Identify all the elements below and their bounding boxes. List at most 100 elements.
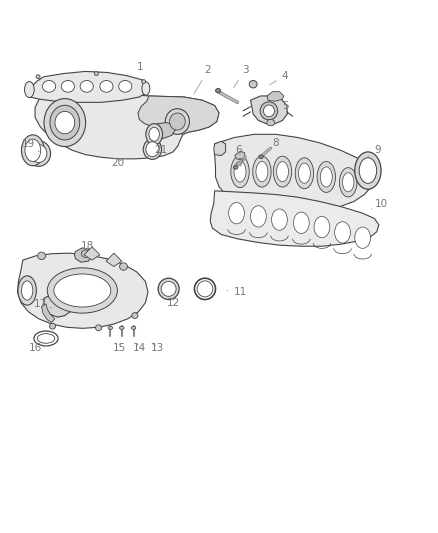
Polygon shape: [18, 253, 148, 328]
Text: 6: 6: [235, 146, 242, 155]
Text: 18: 18: [81, 241, 94, 251]
Text: 19: 19: [22, 139, 39, 152]
Ellipse shape: [100, 80, 113, 92]
Ellipse shape: [229, 203, 244, 224]
Ellipse shape: [119, 80, 132, 92]
Ellipse shape: [259, 155, 263, 159]
Ellipse shape: [166, 109, 189, 134]
Text: 3: 3: [234, 66, 249, 87]
Ellipse shape: [263, 105, 274, 117]
Ellipse shape: [320, 167, 332, 187]
Text: 14: 14: [133, 343, 146, 352]
Text: 9: 9: [368, 146, 381, 157]
Polygon shape: [210, 191, 379, 246]
Ellipse shape: [94, 72, 98, 76]
Ellipse shape: [50, 106, 80, 140]
Ellipse shape: [44, 99, 86, 147]
Text: 10: 10: [371, 199, 388, 209]
Ellipse shape: [95, 325, 102, 330]
Polygon shape: [74, 248, 92, 262]
Ellipse shape: [231, 156, 249, 188]
Ellipse shape: [339, 167, 357, 197]
Ellipse shape: [293, 212, 309, 233]
Text: 2: 2: [194, 66, 212, 94]
Ellipse shape: [355, 152, 381, 189]
Ellipse shape: [47, 268, 117, 313]
Ellipse shape: [234, 161, 246, 182]
Ellipse shape: [215, 88, 221, 93]
Ellipse shape: [272, 209, 287, 230]
Ellipse shape: [25, 139, 41, 161]
Ellipse shape: [120, 263, 127, 270]
Text: 12: 12: [166, 298, 180, 308]
Text: 20: 20: [111, 158, 124, 167]
Ellipse shape: [132, 312, 138, 318]
Text: 13: 13: [151, 343, 164, 352]
Text: 21: 21: [155, 146, 168, 155]
Polygon shape: [235, 151, 245, 160]
Ellipse shape: [273, 156, 292, 187]
Polygon shape: [251, 96, 287, 124]
Ellipse shape: [18, 276, 36, 305]
Ellipse shape: [142, 82, 150, 95]
Ellipse shape: [142, 80, 145, 84]
Ellipse shape: [314, 216, 330, 238]
Ellipse shape: [249, 80, 257, 88]
Polygon shape: [356, 157, 380, 182]
Ellipse shape: [149, 127, 159, 141]
Ellipse shape: [26, 141, 50, 166]
Polygon shape: [267, 92, 284, 101]
Ellipse shape: [131, 326, 136, 329]
Text: 11: 11: [227, 287, 247, 297]
Ellipse shape: [146, 124, 162, 145]
Polygon shape: [147, 123, 175, 139]
Ellipse shape: [359, 158, 377, 183]
Polygon shape: [35, 93, 219, 159]
Ellipse shape: [21, 135, 44, 166]
Polygon shape: [138, 96, 219, 134]
Ellipse shape: [81, 250, 89, 257]
Ellipse shape: [143, 139, 162, 159]
Polygon shape: [214, 141, 226, 156]
Ellipse shape: [49, 323, 56, 329]
Ellipse shape: [161, 281, 176, 296]
Ellipse shape: [61, 80, 74, 92]
Ellipse shape: [146, 142, 159, 157]
Polygon shape: [215, 134, 374, 212]
Ellipse shape: [295, 158, 314, 189]
Polygon shape: [27, 71, 148, 102]
Ellipse shape: [30, 144, 47, 163]
Ellipse shape: [42, 80, 56, 92]
Ellipse shape: [21, 281, 33, 300]
Polygon shape: [106, 253, 122, 266]
Ellipse shape: [170, 113, 185, 130]
Ellipse shape: [36, 75, 40, 78]
Text: 15: 15: [113, 343, 126, 352]
Ellipse shape: [108, 326, 113, 329]
Ellipse shape: [233, 165, 238, 169]
Ellipse shape: [120, 326, 124, 329]
Ellipse shape: [343, 173, 354, 192]
Ellipse shape: [260, 102, 278, 120]
Ellipse shape: [38, 252, 46, 260]
Ellipse shape: [54, 274, 111, 307]
Text: 8: 8: [267, 138, 279, 152]
Ellipse shape: [253, 156, 271, 187]
Ellipse shape: [335, 222, 350, 243]
Text: 17: 17: [34, 299, 52, 309]
Ellipse shape: [355, 227, 371, 248]
Polygon shape: [44, 293, 72, 317]
Ellipse shape: [256, 161, 268, 182]
Text: 7: 7: [237, 158, 244, 167]
Text: 16: 16: [29, 343, 47, 352]
Text: 5: 5: [275, 101, 289, 112]
Ellipse shape: [267, 119, 275, 126]
Polygon shape: [84, 247, 100, 260]
Ellipse shape: [158, 278, 179, 300]
Polygon shape: [42, 304, 55, 322]
Ellipse shape: [80, 80, 93, 92]
Ellipse shape: [55, 111, 74, 134]
Ellipse shape: [25, 82, 34, 98]
Ellipse shape: [298, 163, 311, 183]
Ellipse shape: [317, 161, 336, 192]
